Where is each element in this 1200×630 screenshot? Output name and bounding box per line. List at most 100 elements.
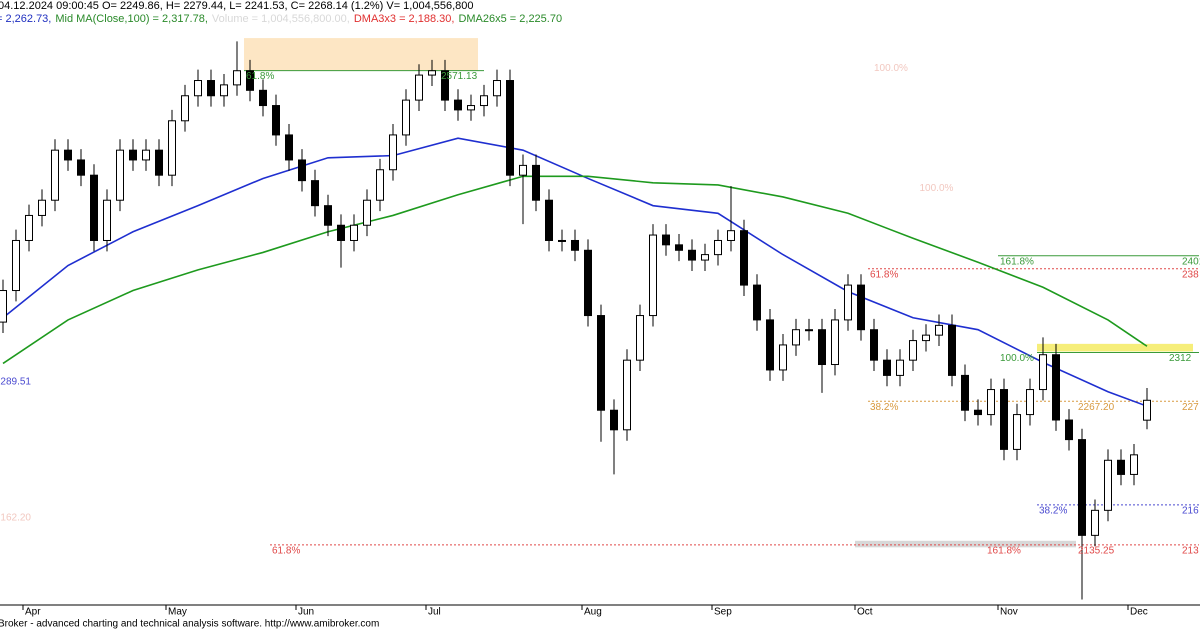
candle-body [428,70,436,76]
candle-body [961,374,969,411]
candle-body [597,315,605,411]
x-tick-label: Oct [857,607,873,618]
level-label: 238 [1182,269,1199,280]
candle-body [402,99,410,136]
candle-body [168,120,176,176]
candle-body [610,409,618,431]
candle-body [519,164,527,176]
candle-body [740,230,748,286]
x-tick-label: Aug [584,607,602,618]
candle-body [1013,414,1021,450]
candle-body [454,99,462,111]
candle-body [376,169,384,201]
candle-body [64,149,72,161]
candle-body [116,149,124,201]
candle-body [311,180,319,207]
candle-body [259,89,267,107]
candle-body [1143,399,1151,421]
candle-body [350,224,358,241]
candle-body [688,249,696,261]
candle-body [779,344,787,371]
level-label: 100.0% [1000,353,1034,364]
candle-body [1065,419,1073,441]
candle-body [142,149,150,161]
x-tick-label: Nov [1000,607,1018,618]
candle-body [181,95,189,122]
candle-body [493,80,501,97]
note: 162.20 [0,513,31,524]
candle-body [467,105,475,111]
candle-body [987,389,995,416]
candle-body [1000,389,1008,450]
candle-body [441,70,449,101]
candle-body [0,290,7,323]
candle-body [649,234,657,317]
note: 289.51 [0,377,31,388]
candle-body [77,159,85,176]
candle-body [792,329,800,346]
candle-body [818,329,826,366]
candle-body [571,239,579,251]
candle-body [233,70,241,86]
x-tick-label: Dec [1130,607,1148,618]
level-label: 61.8% [272,546,300,557]
candle-body [246,70,254,91]
zones [244,38,1193,548]
candle-body [1117,459,1125,475]
candle-body [129,149,137,161]
candle-body [922,334,930,342]
candle-body [272,105,280,136]
moving-average [2,175,1148,365]
legend-entry: Mid MA(Close,100) = 2,317.78, [55,13,208,25]
legend: = 2,262.73, Mid MA(Close,100) = 2,317.78,… [0,13,562,25]
legend-entry: DMA26x5 = 2,225.70 [458,13,562,25]
candle-body [623,359,631,431]
level-label: 216 [1182,506,1199,517]
candle-body [1026,389,1034,416]
header: 04.12.2024 09:00:45 O= 2249.86, H= 2279.… [0,0,474,12]
candle-body [90,174,98,241]
legend-entry: DMA3x3 = 2,188.30, [354,13,455,25]
candle-body [636,315,644,361]
candle-body [415,74,423,101]
level-label: 227 [1182,402,1199,413]
candle-body [38,199,46,216]
overlays [2,137,1148,407]
note: 100.0% [874,63,908,74]
candle-body [870,329,878,361]
x-tick-label: Apr [25,607,41,618]
candle-body [337,224,345,241]
level-label: 38.2% [1039,506,1067,517]
candle-body [363,199,371,226]
candle-body [584,249,592,317]
candle-body [1091,509,1099,536]
candle-body [51,149,59,201]
candle-body [883,359,891,376]
candle-body [1104,459,1112,511]
level-label: 61.8% [246,71,274,82]
candle-body [766,319,774,371]
note: 100.0% [920,183,954,194]
candle-body [506,80,514,176]
candle-body [896,359,904,376]
candle-body [857,284,865,331]
candle-body [103,199,111,241]
candle-body [1078,439,1086,536]
candle-body [545,199,553,241]
candle-body [1130,454,1138,475]
candle-body [532,164,540,201]
zone [855,540,1076,548]
level-label: 2135.25 [1078,546,1115,557]
level-label: 161.8% [1000,256,1034,267]
level-label: 2571.13 [441,71,478,82]
candle-body [675,244,683,251]
candle-body [909,340,917,361]
candle-body [12,239,20,292]
candle-body [207,80,215,97]
candle-body [1052,354,1060,421]
labels: 61.8% 2571.13 161.8% 2401 61.8% 238 100.0% 2312… [0,63,1200,617]
candle-body [558,239,566,242]
candle-body [389,134,397,171]
